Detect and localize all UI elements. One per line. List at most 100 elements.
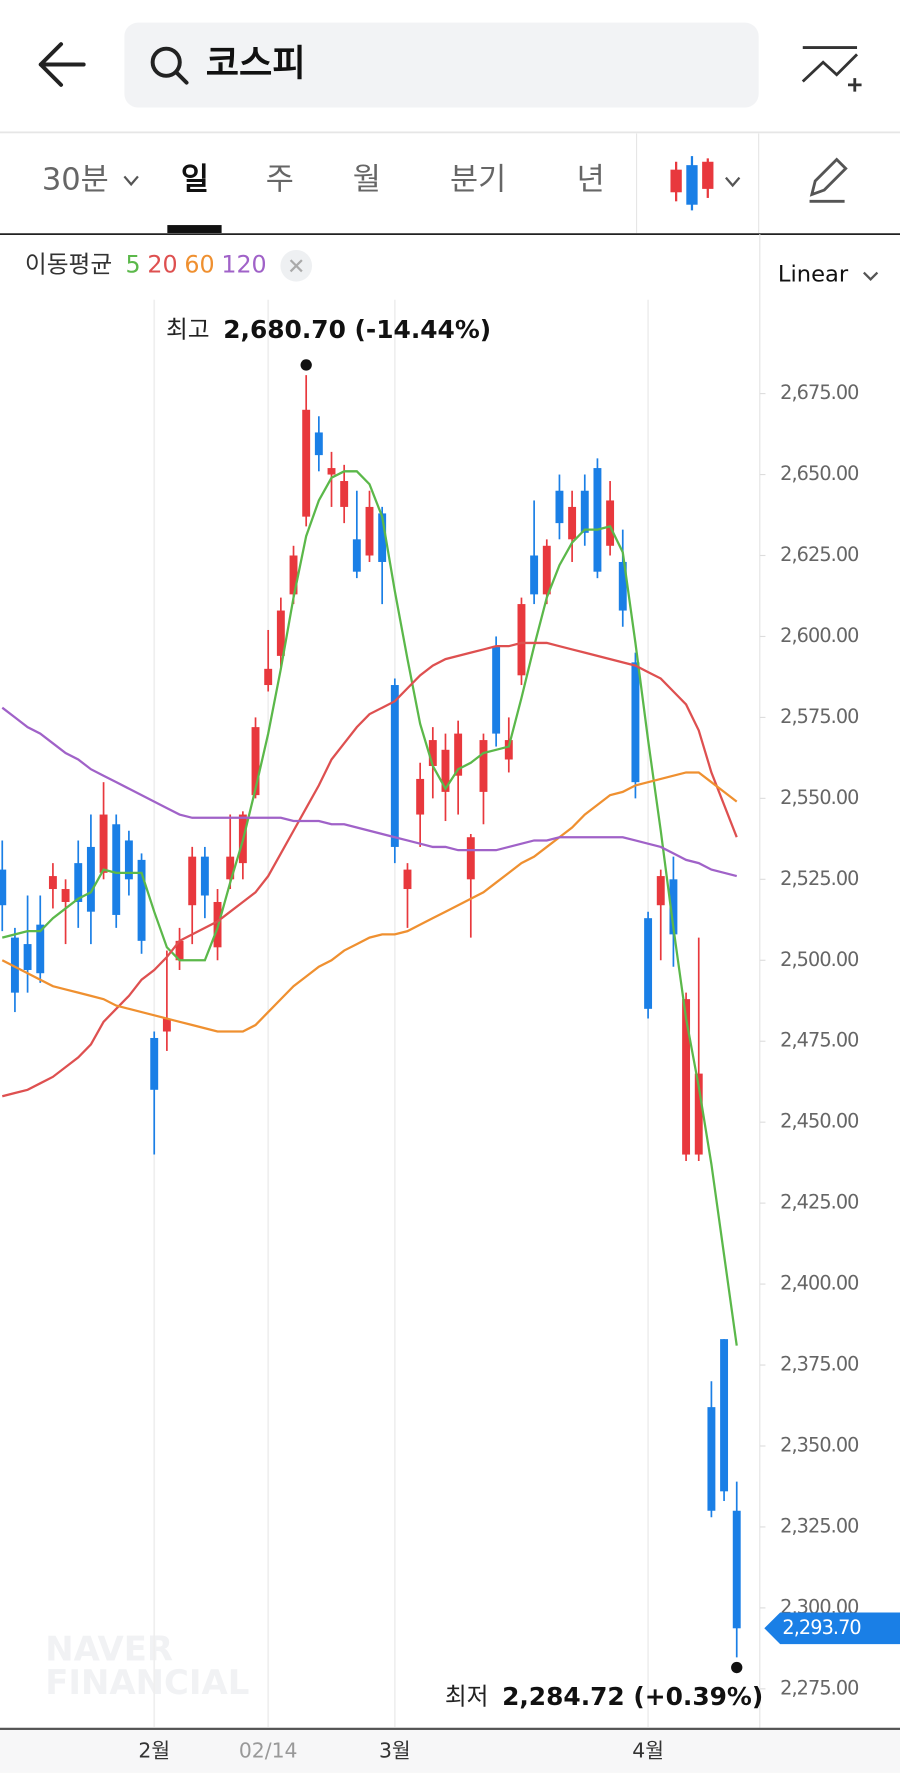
candle-body [694,1073,703,1155]
candle-body [264,668,273,686]
annotation-value: 2,680.70 (-14.44%) [223,315,491,344]
candle-body [403,869,412,890]
candle-body [466,837,475,880]
candle-body [352,539,361,572]
tab[interactable]: 30분 [42,162,109,197]
candle-body [441,749,450,792]
scale-selector[interactable]: Linear [778,261,849,287]
ma-line [1,771,738,1033]
candle-body [0,869,7,906]
candle-body [36,924,45,974]
candle-body [416,778,425,815]
candle-body [162,1018,171,1032]
candle-body [276,610,285,656]
candle-body [340,481,349,507]
x-tick-label: 02/14 [239,1738,298,1762]
candle-body [606,500,615,546]
scale-selector-bg [762,239,900,299]
candle-body [302,409,311,517]
candle-body [175,940,184,961]
candle-body [378,513,387,562]
annotation-value: 2,284.72 (+0.39%) [502,1682,763,1711]
candle-body [48,876,57,890]
ma-label: 이동평균 [25,250,112,278]
candle-body [454,733,463,776]
ma-line [1,641,738,1098]
watermark: FINANCIAL [45,1663,249,1702]
candle-body [428,740,437,766]
x-tick-label: 3월 [379,1738,411,1762]
candle-body [542,545,551,595]
ma-line [1,470,738,1346]
annotation-label: 최고 [166,316,210,344]
search-box[interactable] [124,22,759,108]
candle-body [732,1510,741,1629]
candle-body [492,646,501,734]
legend-entry: 20 [147,250,177,278]
candle-body [314,432,323,456]
current-price-label: 2,293.70 [782,1616,860,1639]
candle-body [327,468,336,475]
chart-type-button[interactable] [670,156,741,211]
ma-line [1,706,738,878]
candle-body [390,685,399,847]
candle-body [504,740,513,760]
candle-body [99,814,108,873]
dropdown-arrow [863,271,879,281]
candle-body [74,863,83,902]
y-tick-label: 2,575.00 [780,705,858,728]
y-tick-label: 2,450.00 [780,1110,858,1133]
y-tick-label: 2,325.00 [780,1514,858,1537]
candle-body [86,846,95,912]
y-tick-label: 2,650.00 [780,462,858,485]
annotation-label: 최저 [445,1683,489,1711]
tab[interactable]: 일 [181,162,209,197]
search-text: 코스피 [206,42,306,85]
candle-body [200,856,209,896]
candle-body [61,889,70,902]
candle-body [251,727,260,796]
tab[interactable]: 주 [266,162,294,197]
candle-body [682,999,691,1155]
candle-body [226,856,235,880]
y-tick-label: 2,600.00 [780,624,858,647]
tab[interactable]: 월 [353,162,381,197]
candle-body [644,918,653,1009]
y-tick-label: 2,400.00 [780,1272,858,1295]
back-button[interactable] [38,42,86,87]
candle-body [707,1407,716,1511]
candle-body [23,944,32,970]
y-tick-label: 2,275.00 [780,1676,858,1699]
tab[interactable]: 년 [577,162,605,197]
dropdown-arrow [123,175,139,187]
plot-area [0,299,741,1728]
y-tick-label: 2,350.00 [780,1433,858,1456]
x-tick-label: 2월 [138,1738,170,1762]
draw-button[interactable] [809,157,848,203]
legend-close-icon [289,259,303,273]
x-tick-label: 4월 [632,1738,664,1762]
candle-body [568,506,577,540]
candle-body [150,1037,159,1090]
legend-entry: 60 [184,250,214,278]
y-tick-label: 2,425.00 [780,1191,858,1214]
y-tick-label: 2,625.00 [780,543,858,566]
y-tick-label: 2,675.00 [780,381,858,404]
candle-body [530,555,539,595]
candle-body [618,561,627,611]
y-tick-label: 2,375.00 [780,1353,858,1376]
tab[interactable]: 분기 [450,162,506,197]
y-tick-label: 2,525.00 [780,867,858,890]
candle-body [631,662,640,783]
y-tick-label: 2,475.00 [780,1029,858,1052]
candle-body [365,506,374,556]
tab-underline [167,225,222,233]
current-price-tag [764,1612,900,1645]
candle-body [188,856,197,906]
extreme-marker [300,359,312,371]
compare-button[interactable] [801,46,862,92]
candle-body [137,859,146,941]
